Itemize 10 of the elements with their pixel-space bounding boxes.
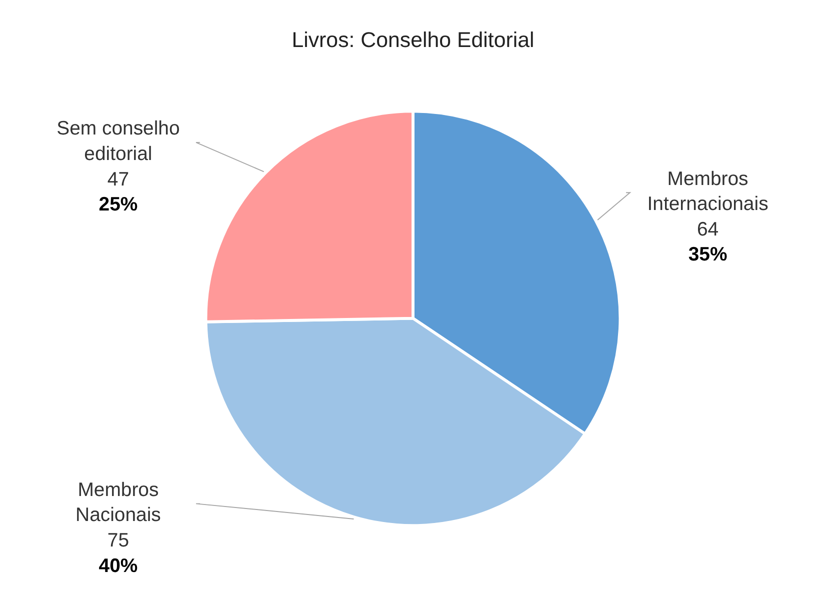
text: 35%	[688, 244, 728, 266]
data-label: 47	[107, 168, 130, 190]
data-label: 75	[107, 529, 130, 552]
data-label: 64	[696, 218, 719, 240]
chart-title: Livros: Conselho Editorial	[292, 28, 534, 52]
slice-label: Sem conselho editorial	[56, 118, 180, 165]
text: 25%	[98, 194, 138, 216]
slice-label: Membros Nacionais	[76, 478, 162, 526]
slice-label: Membros Internacionais	[647, 168, 769, 216]
text: 40%	[98, 554, 138, 577]
